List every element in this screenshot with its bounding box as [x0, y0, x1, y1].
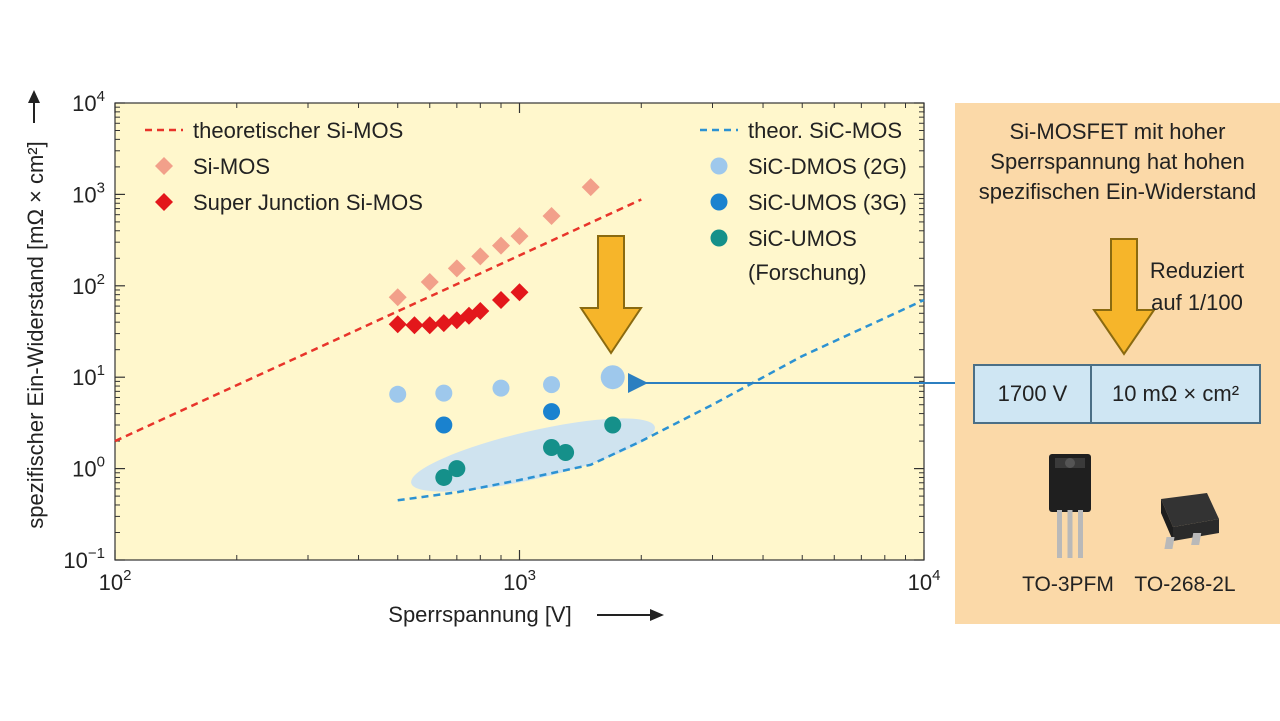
legend-sic-umos-forschung-marker: [710, 229, 728, 247]
sic-dmos-2g-point: [600, 365, 625, 390]
major-ticks: [114, 102, 925, 561]
si-mos-point: [542, 207, 561, 226]
research-highlight-ellipse: [411, 418, 655, 492]
to-268-2l-package-image: [1161, 493, 1219, 549]
y-tick-label: 102: [72, 271, 105, 299]
tick-labels: 102 103 104 10−1 100 101 102 103 104: [63, 88, 940, 595]
si-mos-point: [447, 259, 466, 278]
si-mos-point: [491, 236, 510, 255]
theoretischer-si-mos-line: [114, 198, 642, 443]
legend-super-junction-si-mos-marker: [155, 193, 173, 211]
legend-si-mos-marker: [155, 157, 173, 175]
legend-super-junction-si-mos-label: Super Junction Si-MOS: [193, 190, 423, 215]
legend: theoretischer Si-MOS Si-MOS Super Junction…: [145, 118, 907, 285]
super-junction-si-mos-point: [510, 283, 529, 302]
legend-theoretischer-si-mos-label: theoretischer Si-MOS: [193, 118, 403, 143]
y-tick-label: 104: [72, 88, 105, 116]
super-junction-si-mos-point: [434, 314, 453, 333]
legend-sic-umos-forschung-label: (Forschung): [748, 260, 867, 285]
voltage-value: 1700 V: [975, 366, 1092, 422]
x-tick-label: 104: [908, 567, 941, 595]
legend-theor-sic-mos-label: theor. SiC-MOS: [748, 118, 902, 143]
si-mos-point: [510, 227, 529, 246]
x-axis-arrow-head: [650, 609, 664, 621]
sic-dmos-2g-point: [435, 384, 453, 402]
y-axis-label: spezifischer Ein-Widerstand [mΩ × cm²]: [23, 141, 48, 529]
sic-umos-3g-point: [543, 403, 561, 421]
super-junction-si-mos-point: [405, 316, 424, 335]
sic-dmos-2g-point: [492, 379, 510, 397]
legend-sic-dmos-2g-label: SiC-DMOS (2G): [748, 154, 907, 179]
si-mos-point: [388, 288, 407, 307]
sic-umos-forschung-point: [448, 460, 466, 478]
si-mos-point: [471, 247, 490, 266]
x-tick-label: 103: [503, 567, 536, 595]
legend-sic-umos-forschung-label: SiC-UMOS: [748, 226, 857, 251]
legend-sic-umos-3g-label: SiC-UMOS (3G): [748, 190, 907, 215]
x-axis-label: Sperrspannung [V]: [388, 602, 571, 627]
legend-sic-dmos-2g-marker: [710, 157, 728, 175]
super-junction-si-mos-point: [471, 302, 490, 321]
sic-umos-forschung-point: [604, 416, 622, 434]
y-tick-label: 103: [72, 179, 105, 207]
legend-si-mos-label: Si-MOS: [193, 154, 270, 179]
super-junction-si-mos-point: [491, 290, 510, 309]
minor-ticks: [115, 103, 924, 560]
sic-umos-forschung-point: [543, 439, 561, 457]
y-axis-arrow-head: [28, 90, 40, 103]
sic-dmos-2g-point: [543, 376, 561, 394]
side-panel: Si-MOSFET mit hoher Sperrspannung hat ho…: [955, 103, 1280, 624]
down-arrow-chart: [579, 235, 643, 355]
x-tick-label: 102: [99, 567, 132, 595]
panel-title: Si-MOSFET mit hoher Sperrspannung hat ho…: [978, 119, 1257, 204]
package-label-to-268-2l: TO-268-2L: [1134, 573, 1236, 596]
y-tick-label: 10−1: [63, 545, 105, 573]
si-mos-point: [420, 273, 439, 292]
plot-area: [114, 102, 925, 561]
si-mos-point: [581, 178, 600, 197]
to-3pfm-package-image: [1049, 454, 1091, 558]
sic-umos-3g-point: [435, 416, 453, 434]
super-junction-si-mos-point: [420, 316, 439, 335]
y-tick-label: 101: [72, 362, 105, 390]
sic-umos-forschung-point: [557, 444, 575, 462]
series-layer: [114, 178, 925, 502]
package-label-to-3pfm: TO-3PFM: [1022, 573, 1114, 596]
sic-umos-forschung-point: [435, 468, 453, 486]
resistance-value: 10 mΩ × cm²: [1111, 381, 1240, 406]
spec-box: 1700 V 10 mΩ × cm²: [973, 364, 1261, 424]
super-junction-si-mos-point: [388, 315, 407, 334]
down-arrow-panel: [1092, 238, 1156, 356]
y-tick-label: 100: [72, 454, 105, 482]
reduction-label: Reduziert auf 1/100: [1149, 258, 1245, 315]
legend-sic-umos-3g-marker: [710, 193, 728, 211]
sic-dmos-2g-point: [389, 385, 407, 403]
